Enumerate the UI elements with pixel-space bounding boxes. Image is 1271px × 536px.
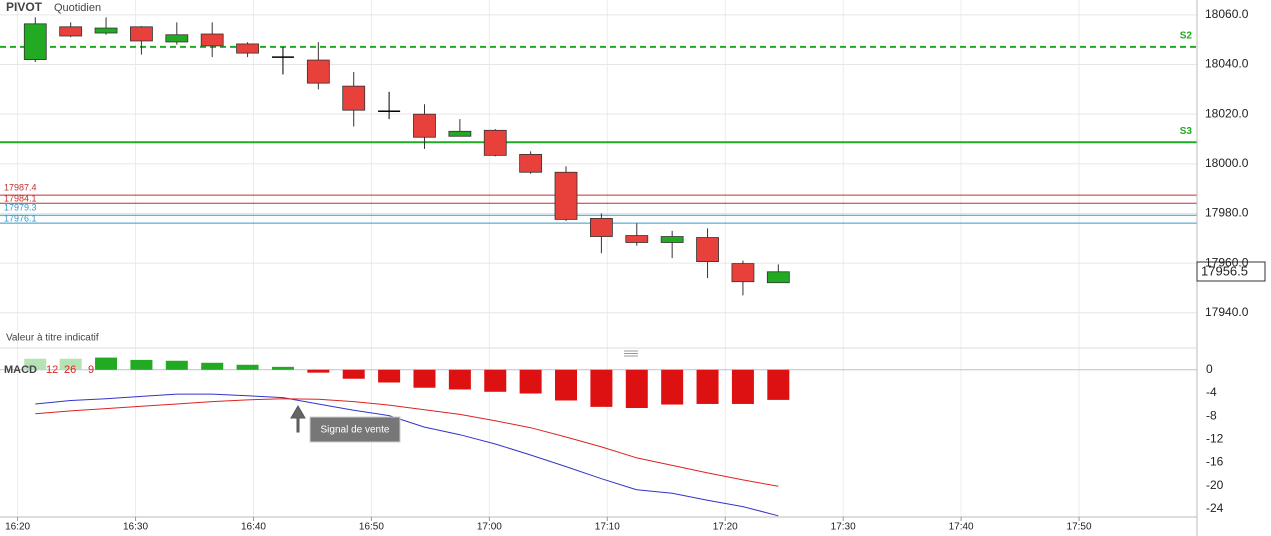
histogram-bar xyxy=(342,369,365,379)
y-tick-label: -20 xyxy=(1206,478,1224,492)
y-tick-label: -24 xyxy=(1206,501,1224,515)
candle-body xyxy=(413,113,436,138)
candle-body xyxy=(625,235,649,243)
candle-body xyxy=(766,271,790,284)
histogram-bar xyxy=(413,369,436,388)
histogram-bar xyxy=(767,369,790,400)
price-line-label: 17979.3 xyxy=(4,203,37,213)
x-tick-label: 16:20 xyxy=(5,522,30,533)
histogram-bar xyxy=(201,362,224,370)
support-label: S3 xyxy=(1180,126,1193,137)
indicator-name: MACD xyxy=(4,364,37,376)
last-price-box xyxy=(1196,261,1266,282)
candle-body xyxy=(554,171,578,220)
x-tick-label: 17:50 xyxy=(1067,522,1092,533)
indicator-param: 26 xyxy=(64,364,76,376)
histogram-bar xyxy=(590,369,613,407)
candle-body xyxy=(696,237,719,263)
y-tick-label: 18040.0 xyxy=(1205,57,1249,71)
x-tick-label: 17:20 xyxy=(713,522,738,533)
histogram-bar xyxy=(130,359,153,370)
indicator-param: 12 xyxy=(46,364,58,376)
histogram-bar xyxy=(696,369,719,404)
candle-body xyxy=(23,23,47,60)
histogram-bar xyxy=(307,369,330,373)
y-tick-label: -4 xyxy=(1206,385,1217,399)
price-line-label: 17987.4 xyxy=(4,182,37,192)
indicator-param: 9 xyxy=(88,364,94,376)
histogram-bar xyxy=(236,364,259,370)
candle-body xyxy=(519,153,543,173)
price-line-label: 17976.1 xyxy=(4,214,37,224)
last-price: 17956.5 xyxy=(1201,263,1248,278)
histogram-bar xyxy=(24,358,47,370)
histogram-bar xyxy=(519,369,542,394)
histogram-bar xyxy=(731,369,754,404)
annotation: Signal de vente xyxy=(290,405,401,443)
x-tick-label: 17:00 xyxy=(477,522,502,533)
candle-body xyxy=(59,26,83,37)
histogram-bar xyxy=(625,369,648,409)
y-tick-label: 17980.0 xyxy=(1205,206,1249,220)
annotation-text: Signal de vente xyxy=(321,425,390,436)
x-tick-label: 17:10 xyxy=(595,522,620,533)
y-tick-label: 18060.0 xyxy=(1205,7,1249,21)
signal-line xyxy=(35,398,779,487)
candle-body xyxy=(483,129,507,156)
x-tick-label: 17:30 xyxy=(831,522,856,533)
price-line-label: 17984.1 xyxy=(4,194,37,204)
support-label: S2 xyxy=(1180,31,1193,42)
candle-body xyxy=(731,263,755,283)
candle-body xyxy=(236,43,259,54)
histogram-bar xyxy=(59,358,82,370)
y-tick-label: 17940.0 xyxy=(1205,305,1249,319)
x-tick-label: 17:40 xyxy=(949,522,974,533)
histogram-bar xyxy=(448,369,471,390)
y-tick-label: 17960.0 xyxy=(1205,255,1249,269)
candle-body xyxy=(200,33,224,47)
y-tick-label: 18000.0 xyxy=(1205,156,1249,170)
candle-body xyxy=(589,218,613,237)
histogram-bar xyxy=(95,357,118,370)
histogram-bar xyxy=(484,369,507,392)
note: Valeur à titre indicatif xyxy=(6,333,99,344)
y-tick-label: -8 xyxy=(1206,408,1217,422)
x-tick-label: 16:30 xyxy=(123,522,148,533)
candle-body xyxy=(165,34,189,43)
histogram-bar xyxy=(271,366,294,370)
candle-body xyxy=(448,130,472,137)
x-tick-label: 16:40 xyxy=(241,522,266,533)
candle-body xyxy=(660,236,684,243)
y-tick-label: 0 xyxy=(1206,362,1213,376)
candle-body xyxy=(94,27,118,34)
macd-line xyxy=(35,393,779,517)
y-tick-label: -12 xyxy=(1206,431,1224,445)
candle-body xyxy=(130,26,153,42)
candle-body xyxy=(342,85,366,111)
histogram-bar xyxy=(661,369,684,405)
y-tick-label: 18020.0 xyxy=(1205,106,1249,120)
histogram-bar xyxy=(378,369,401,383)
period: Quotidien xyxy=(54,2,101,14)
resize-handle[interactable] xyxy=(624,350,638,357)
x-tick-label: 16:50 xyxy=(359,522,384,533)
instrument-name: PIVOT xyxy=(6,0,43,14)
histogram-bar xyxy=(555,369,578,401)
histogram-bar xyxy=(165,360,188,370)
plot xyxy=(0,17,1197,517)
y-tick-label: -16 xyxy=(1206,455,1224,469)
candle-body xyxy=(306,59,330,84)
